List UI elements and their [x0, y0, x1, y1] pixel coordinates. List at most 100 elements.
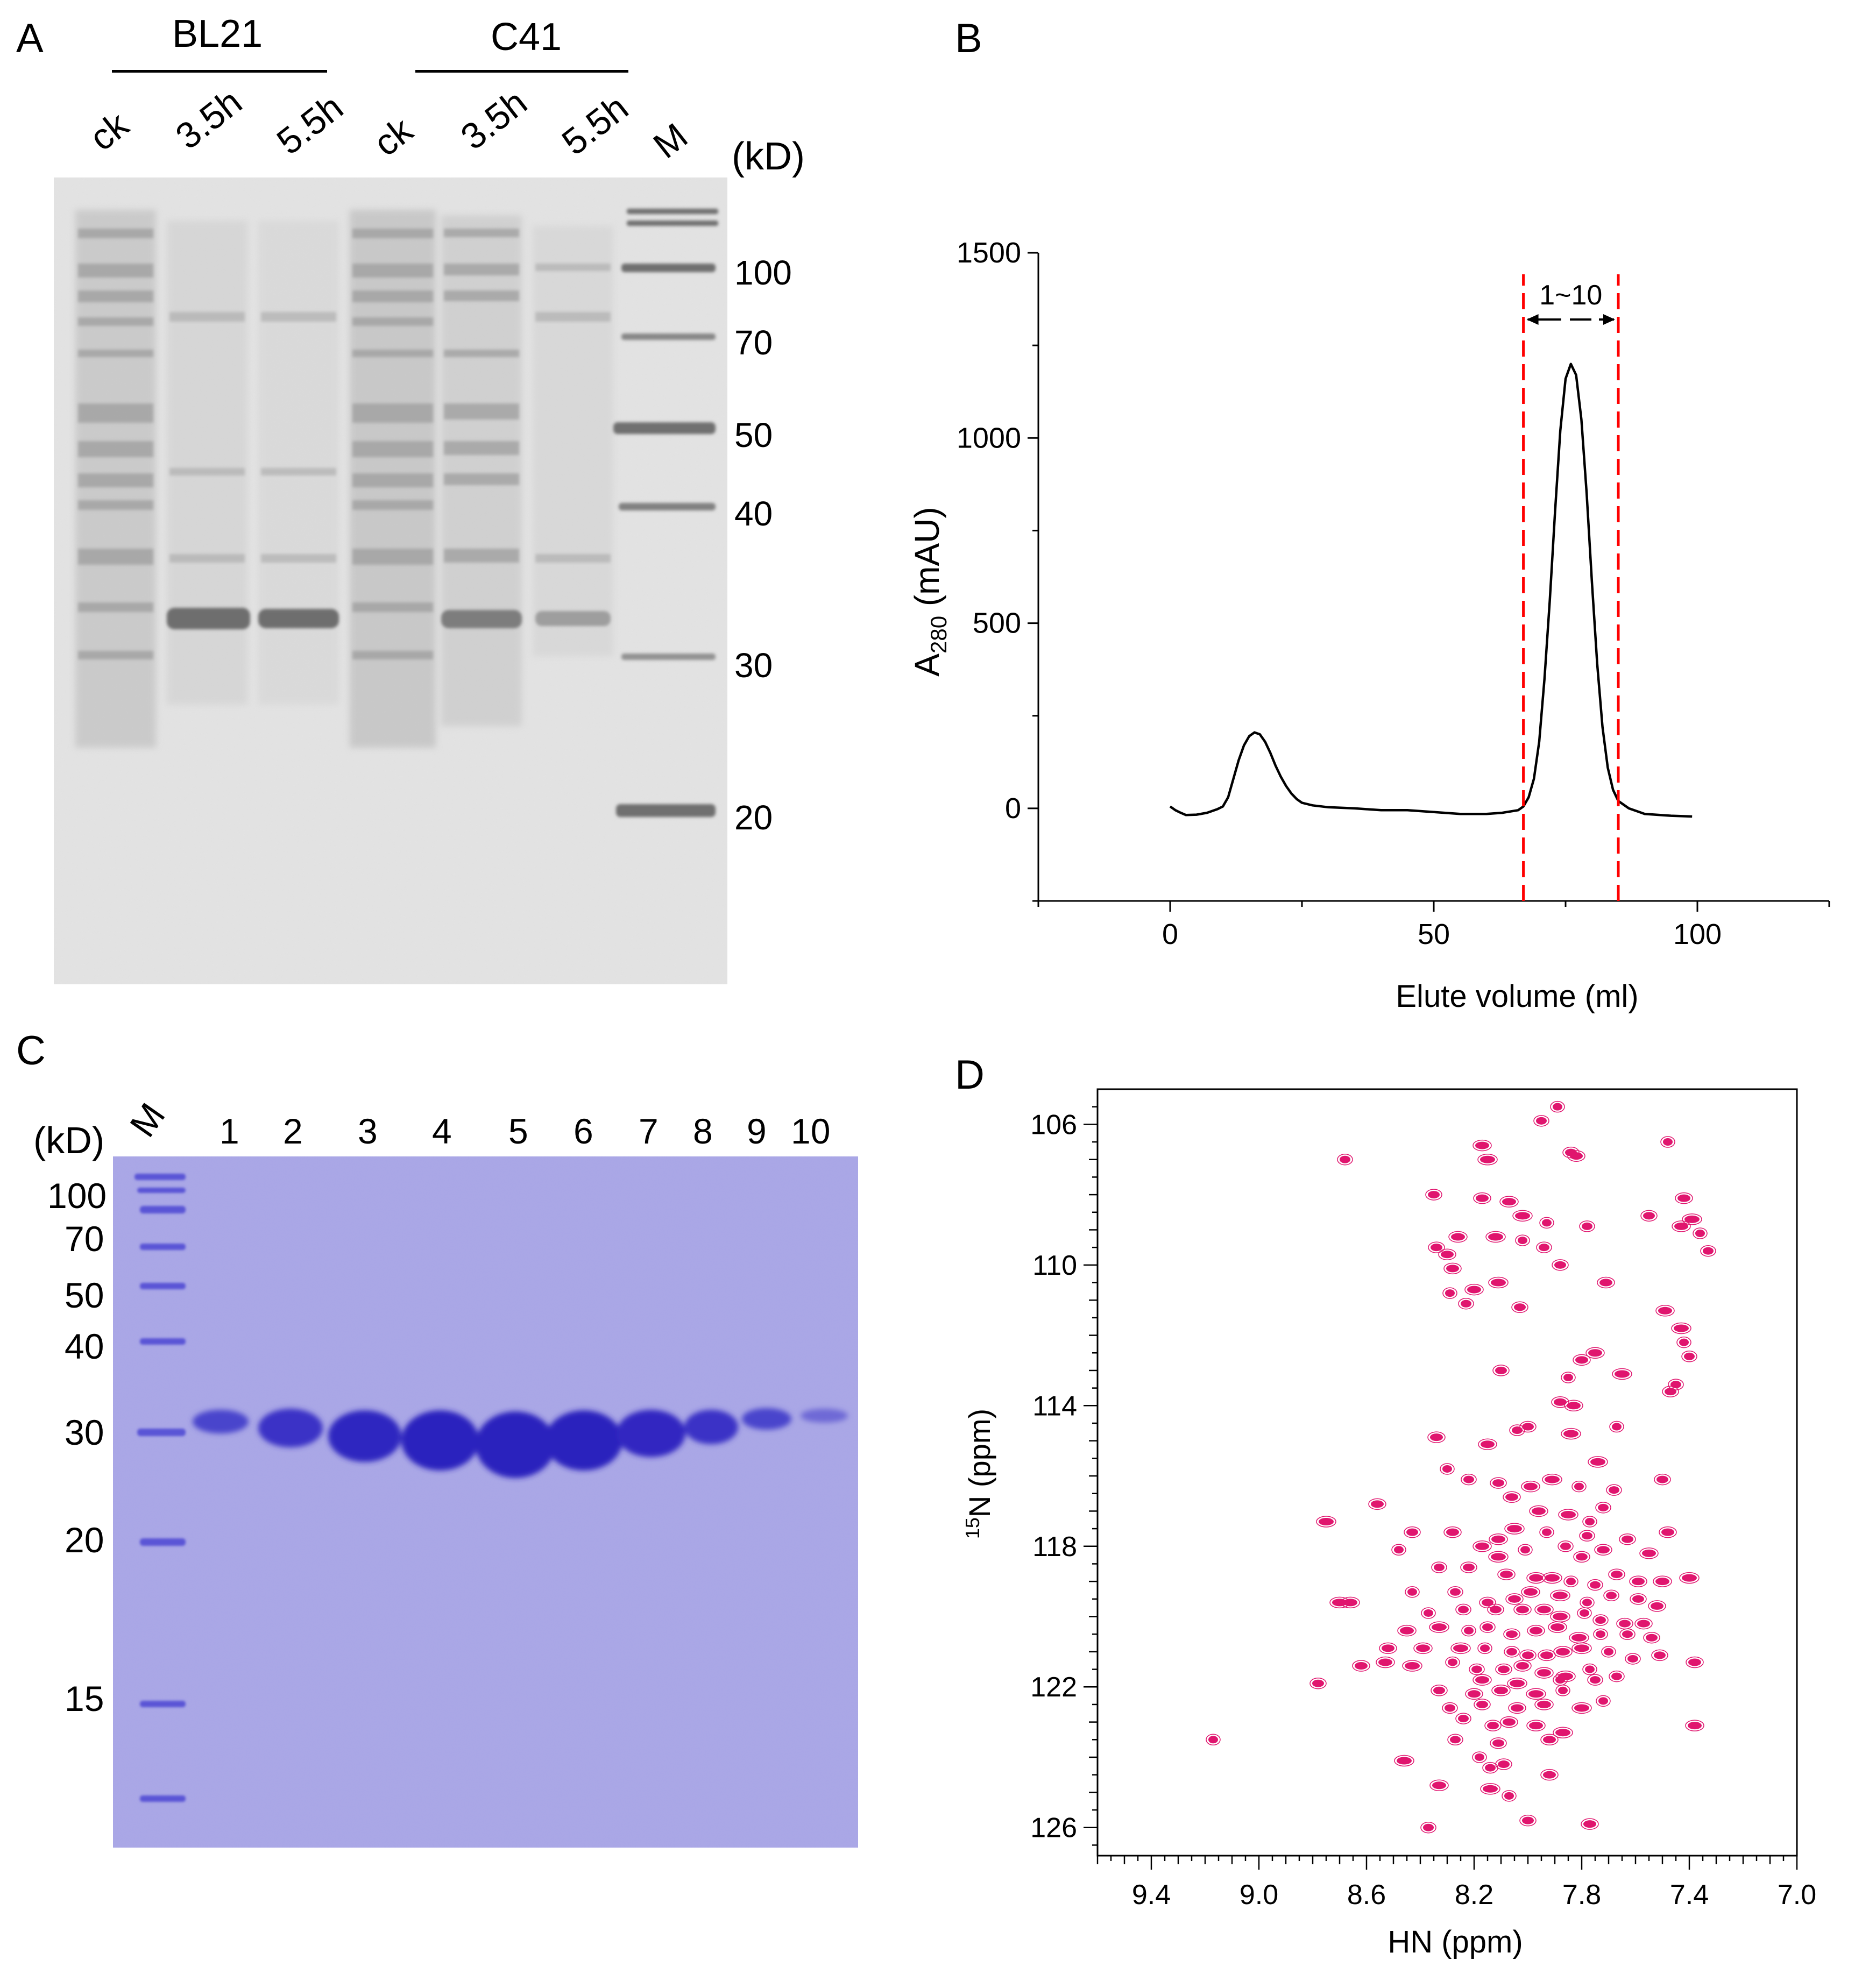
hsqc-peak	[1528, 1690, 1544, 1698]
hsqc-peak	[1446, 1265, 1459, 1273]
group-line-c41	[415, 70, 628, 73]
hsqc-peak	[1555, 1676, 1565, 1684]
hsqc-peak-contour	[1577, 1607, 1592, 1619]
hsqc-peak-contour	[1619, 1628, 1636, 1640]
hsqc-peak-contour	[1513, 1603, 1532, 1616]
hsqc-peak	[1507, 1525, 1522, 1533]
hsqc-peak	[1430, 1433, 1443, 1441]
hsqc-peak	[1506, 1648, 1517, 1656]
hsqc-peak-contour	[1492, 1365, 1510, 1376]
hsqc-peak-contour	[1593, 1628, 1608, 1640]
hsqc-peak-contour	[1529, 1505, 1548, 1517]
hsqc-peak-contour	[1518, 1544, 1533, 1556]
hsqc-peak	[1382, 1644, 1394, 1652]
hsqc-peak-contour	[1561, 1372, 1576, 1383]
hsqc-peak	[1606, 1592, 1617, 1600]
hsqc-peak	[1674, 1222, 1688, 1230]
hsqc-peak-contour	[1660, 1136, 1675, 1148]
elution-x-tick-label: 50	[1418, 918, 1450, 950]
hsqc-peak	[1611, 1571, 1623, 1579]
hsqc-x-tick-label: 8.6	[1347, 1879, 1386, 1911]
hsqc-peak-contour	[1533, 1115, 1549, 1127]
hsqc-peak	[1574, 1644, 1589, 1652]
hsqc-peak-contour	[1473, 1540, 1492, 1552]
hsqc-peak	[1423, 1823, 1434, 1831]
group-label-bl21: BL21	[172, 12, 263, 55]
hsqc-peak-contour	[1581, 1818, 1599, 1830]
hsqc-peak-contour	[1391, 1544, 1406, 1556]
hsqc-peak	[1576, 1553, 1588, 1561]
lane-label-c-1: 1	[220, 1111, 239, 1151]
hsqc-peak-contour	[1487, 1603, 1504, 1616]
lane-label-a-4: ck	[366, 109, 420, 165]
hsqc-peak-contour	[1460, 1561, 1477, 1573]
hsqc-peak-contour	[1534, 1667, 1554, 1679]
hsqc-peak	[1446, 1528, 1459, 1536]
hsqc-peak-contour	[1429, 1779, 1449, 1792]
hsqc-peak	[1661, 1528, 1674, 1536]
hsqc-x-tick-label: 8.2	[1455, 1879, 1493, 1911]
hsqc-peak	[1582, 1532, 1592, 1540]
hsqc-peak-contour	[1553, 1727, 1573, 1738]
panel-d-letter: D	[955, 1052, 985, 1098]
hsqc-peak-contour	[1551, 1396, 1569, 1408]
hsqc-peak	[1504, 1792, 1514, 1800]
hsqc-peak-contour	[1505, 1593, 1524, 1605]
hsqc-peak-contour	[1511, 1301, 1528, 1313]
hsqc-peak	[1655, 1578, 1669, 1586]
hsqc-peak	[1612, 1423, 1622, 1431]
hsqc-peak	[1537, 1606, 1551, 1614]
hsqc-peak-contour	[1595, 1502, 1611, 1514]
hsqc-y-axis-label: 15N (ppm)	[961, 1409, 996, 1539]
hsqc-peak	[1537, 1669, 1551, 1677]
hsqc-peak-contour	[1442, 1287, 1457, 1299]
hsqc-peak	[1551, 1623, 1564, 1631]
hsqc-peak	[1558, 1686, 1568, 1694]
hsqc-peak	[1407, 1588, 1417, 1596]
hsqc-peak	[1332, 1599, 1347, 1607]
hsqc-y-label-sup: 15	[961, 1517, 983, 1539]
hsqc-peak	[1556, 1648, 1570, 1656]
hsqc-peak-contour	[1489, 1533, 1508, 1545]
gel-c	[113, 1156, 858, 1848]
hsqc-peak	[1458, 1715, 1469, 1723]
hsqc-peak	[1529, 1722, 1543, 1730]
hsqc-peak	[1522, 1816, 1534, 1824]
hsqc-peak-contour	[1534, 1699, 1554, 1710]
hsqc-peak-contour	[1655, 1305, 1675, 1317]
hsqc-peak	[1502, 1198, 1516, 1206]
hsqc-peak	[1590, 1581, 1601, 1589]
hsqc-peak-contour	[1491, 1685, 1511, 1696]
lane-label-c-m: M	[122, 1096, 173, 1145]
hsqc-peak	[1571, 1634, 1587, 1642]
hsqc-peak-contour	[1563, 1575, 1578, 1587]
hsqc-peak	[1481, 1440, 1495, 1448]
unit-label-a: (kD)	[732, 135, 805, 178]
hsqc-peak-contour	[1527, 1624, 1545, 1637]
hsqc-peak	[1503, 1718, 1516, 1726]
hsqc-peak-contour	[1480, 1783, 1500, 1795]
hsqc-peak	[1654, 1651, 1666, 1659]
hsqc-peak	[1510, 1679, 1525, 1687]
elution-y-axis-label: A280 (mAU)	[908, 507, 951, 676]
mw-a-40: 40	[734, 494, 773, 533]
hsqc-peak	[1476, 1700, 1488, 1708]
hsqc-peak	[1442, 1465, 1452, 1473]
hsqc-peak-contour	[1654, 1473, 1671, 1486]
hsqc-peak-contour	[1601, 1646, 1616, 1658]
hsqc-peak-contour	[1561, 1428, 1581, 1440]
hsqc-peak-contour	[1612, 1368, 1632, 1380]
hsqc-peak-contour	[1640, 1210, 1658, 1222]
hsqc-peak-contour	[1472, 1751, 1487, 1763]
svg-text:15N (ppm): 15N (ppm)	[961, 1409, 996, 1539]
hsqc-peak-contour	[1495, 1758, 1512, 1770]
hsqc-peak	[1575, 1356, 1588, 1364]
mw-c-40: 40	[65, 1326, 104, 1366]
lane-label-c-5: 5	[508, 1111, 528, 1151]
hsqc-peak	[1688, 1722, 1702, 1730]
hsqc-peak-contour	[1643, 1631, 1660, 1644]
hsqc-y-tick-label: 126	[1030, 1813, 1077, 1844]
mw-c-50: 50	[65, 1275, 104, 1315]
hsqc-peak	[1483, 1785, 1498, 1793]
group-line-bl21	[112, 70, 327, 73]
